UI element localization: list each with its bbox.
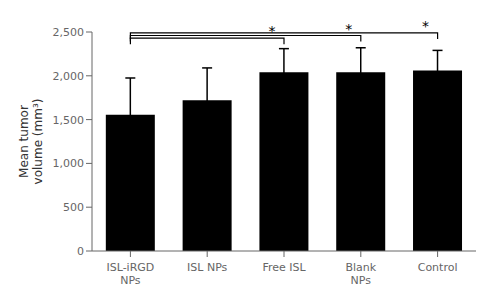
svg-text:*: * xyxy=(422,18,429,34)
svg-text:*: * xyxy=(345,21,352,37)
svg-text:Control: Control xyxy=(418,261,458,274)
svg-text:0: 0 xyxy=(77,245,84,258)
svg-text:Free ISL: Free ISL xyxy=(262,261,306,274)
svg-text:500: 500 xyxy=(63,201,84,214)
svg-text:1,000: 1,000 xyxy=(53,157,85,170)
svg-text:2,500: 2,500 xyxy=(53,26,85,39)
svg-text:ISL NPs: ISL NPs xyxy=(187,261,228,274)
svg-text:*: * xyxy=(269,23,276,39)
svg-text:1,500: 1,500 xyxy=(53,114,85,127)
svg-text:2,000: 2,000 xyxy=(53,70,85,83)
svg-text:BlankNPs: BlankNPs xyxy=(345,261,376,287)
svg-text:ISL-iRGDNPs: ISL-iRGDNPs xyxy=(106,261,154,287)
svg-text:Mean tumorvolume (mm³): Mean tumorvolume (mm³) xyxy=(17,99,45,185)
